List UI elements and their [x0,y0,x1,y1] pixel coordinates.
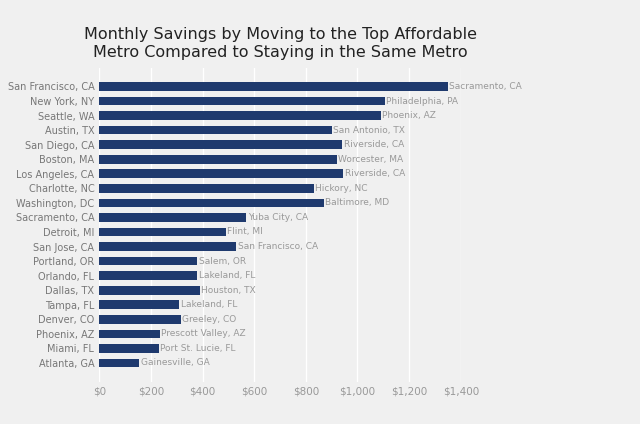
Text: Yuba City, CA: Yuba City, CA [248,213,308,222]
Text: Gainesville, GA: Gainesville, GA [141,358,209,368]
Text: San Antonio, TX: San Antonio, TX [333,126,405,135]
Text: Lakeland, FL: Lakeland, FL [199,271,255,280]
Text: Hickory, NC: Hickory, NC [315,184,367,193]
Text: Salem, OR: Salem, OR [199,257,246,265]
Bar [99,184,314,192]
Bar [99,359,140,367]
Text: Flint, MI: Flint, MI [227,228,263,237]
Text: Prescott Valley, AZ: Prescott Valley, AZ [161,329,246,338]
Bar [99,126,332,134]
Bar [99,198,324,207]
Text: Lakeland, FL: Lakeland, FL [181,300,237,309]
Bar [99,344,159,353]
Bar [99,257,197,265]
Bar [99,300,179,309]
Text: Philadelphia, PA: Philadelphia, PA [386,97,458,106]
Text: Sacramento, CA: Sacramento, CA [449,82,522,91]
Bar [99,213,246,222]
Bar [99,97,385,106]
Text: Riverside, CA: Riverside, CA [345,169,405,178]
Text: Port St. Lucie, FL: Port St. Lucie, FL [160,344,236,353]
Bar [99,155,337,164]
Bar [99,82,448,91]
Bar [99,140,342,149]
Text: Riverside, CA: Riverside, CA [344,140,404,149]
Text: Houston, TX: Houston, TX [202,286,256,295]
Text: Greeley, CO: Greeley, CO [182,315,236,324]
Bar [99,315,180,324]
Text: Worcester, MA: Worcester, MA [339,155,403,164]
Bar [99,286,200,295]
Bar [99,111,381,120]
Bar [99,329,160,338]
Text: San Francisco, CA: San Francisco, CA [237,242,318,251]
Text: Phoenix, AZ: Phoenix, AZ [382,111,436,120]
Title: Monthly Savings by Moving to the Top Affordable
Metro Compared to Staying in the: Monthly Savings by Moving to the Top Aff… [83,27,477,60]
Bar [99,228,226,236]
Bar [99,242,236,251]
Bar [99,271,197,280]
Text: Baltimore, MD: Baltimore, MD [326,198,390,207]
Bar [99,170,343,178]
